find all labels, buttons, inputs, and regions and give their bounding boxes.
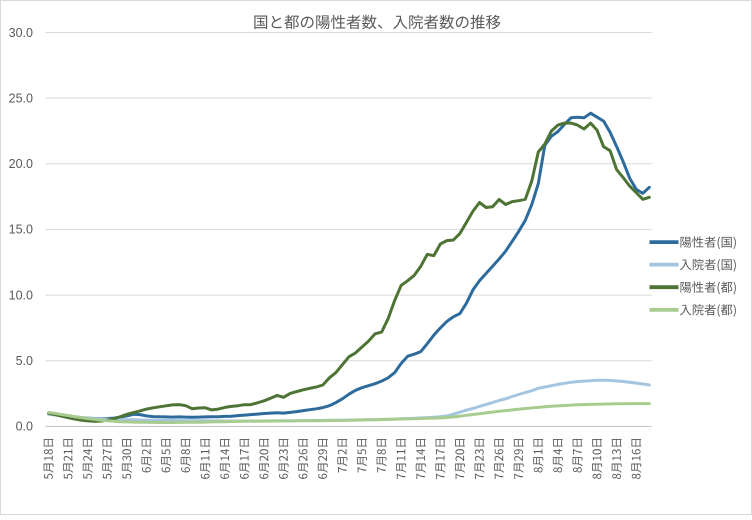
svg-text:30.0: 30.0 — [9, 26, 33, 40]
svg-text:5.0: 5.0 — [16, 354, 33, 368]
svg-text:10.0: 10.0 — [9, 288, 33, 302]
svg-text:15.0: 15.0 — [9, 223, 33, 237]
svg-text:20.0: 20.0 — [9, 157, 33, 171]
svg-text:25.0: 25.0 — [9, 91, 33, 105]
svg-text:0.0: 0.0 — [16, 420, 33, 434]
